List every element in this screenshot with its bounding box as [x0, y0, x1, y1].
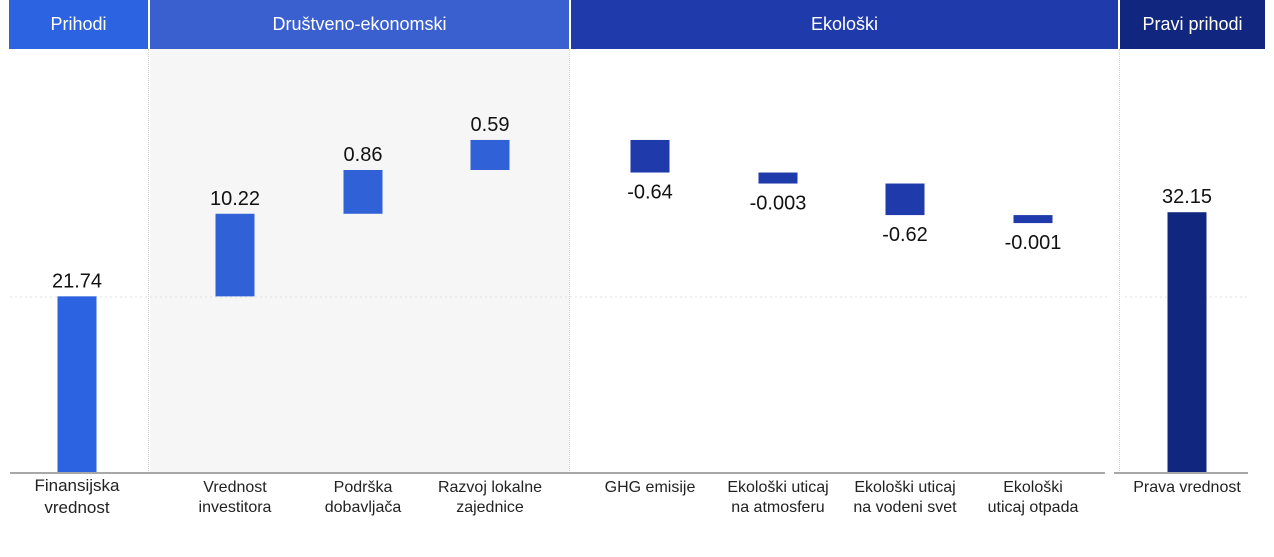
value-label-7: -0.001 — [1005, 232, 1062, 254]
bar-7 — [1013, 215, 1053, 224]
section-divider — [148, 49, 149, 473]
bars-group — [57, 139, 1207, 472]
bar-3 — [470, 139, 510, 170]
category-label-6: Ekološki uticaj na vodeni svet — [853, 479, 957, 516]
bar-6 — [885, 183, 925, 216]
category-label-5: Ekološki uticaj na atmosferu — [727, 479, 829, 516]
value-label-3: 0.59 — [471, 114, 510, 136]
bar-0 — [57, 296, 97, 472]
header-drustveno-ekonomski: Društveno-ekonomski — [150, 0, 569, 49]
category-label-1: Vrednost investitora — [198, 479, 272, 516]
value-labels-group: 21.74 10.22 0.86 0.59 -0.64 -0.003 -0.62 -0.001… — [52, 114, 1212, 292]
category-label-8: Prava vrednost — [1133, 479, 1241, 496]
header-ekoloski-label: Ekološki — [810, 14, 879, 34]
header-pravi-label: Pravi prihodi — [1142, 14, 1243, 34]
bar-8 — [1167, 212, 1207, 472]
value-label-6: -0.62 — [882, 224, 928, 246]
category-label-4: GHG emisije — [604, 479, 696, 496]
category-label-7: Ekološki uticaj otpada — [987, 479, 1079, 516]
header-pravi-prihodi: Pravi prihodi — [1120, 0, 1265, 49]
value-label-5: -0.003 — [750, 193, 807, 215]
bar-5 — [758, 172, 798, 184]
section-divider — [1119, 49, 1120, 473]
value-label-8: 32.15 — [1162, 186, 1212, 208]
header-ekoloski: Ekološki — [571, 0, 1118, 49]
category-label-3: Razvoj lokalne zajednice — [437, 479, 543, 516]
category-label-2: Podrška dobavljača — [324, 479, 402, 516]
bar-2 — [343, 169, 383, 214]
value-label-4: -0.64 — [627, 182, 673, 204]
header-prihodi: Prihodi — [9, 0, 148, 49]
bar-4 — [630, 139, 670, 173]
value-label-0: 21.74 — [52, 270, 102, 292]
header-drustveno-label: Društveno-ekonomski — [272, 14, 447, 34]
value-label-2: 0.86 — [344, 144, 383, 166]
category-label-0: Finansijska vrednost — [34, 476, 120, 517]
value-label-1: 10.22 — [210, 188, 260, 210]
bar-1 — [215, 213, 255, 297]
header-prihodi-label: Prihodi — [50, 14, 107, 34]
section-divider — [569, 49, 570, 473]
